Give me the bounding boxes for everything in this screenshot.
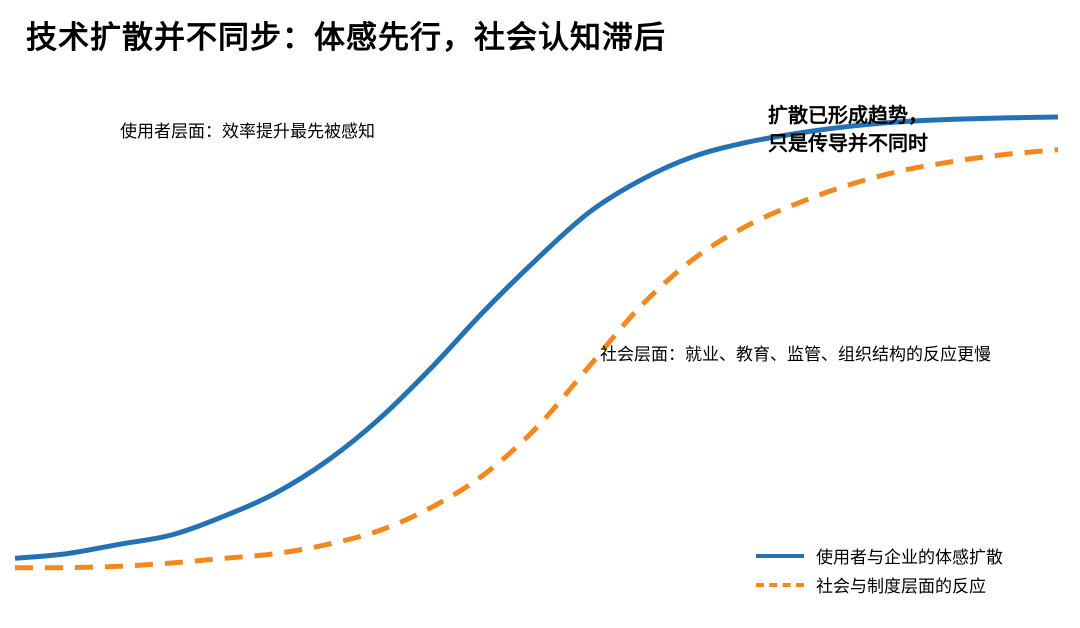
series-line-user — [14, 114, 1059, 561]
annotation-trend-line-2: 只是传导并不同时 — [768, 131, 928, 155]
legend-swatch-dashed — [756, 582, 804, 587]
legend-label-user: 使用者与企业的体感扩散 — [816, 548, 1003, 568]
legend-swatch-solid — [756, 553, 804, 558]
legend-item-user: 使用者与企业的体感扩散 — [756, 541, 1003, 570]
annotation-user-level: 使用者层面：效率提升最先被感知 — [120, 122, 375, 142]
annotation-trend: 扩散已形成趋势， 只是传导并不同时 — [768, 101, 928, 157]
annotation-trend-line-1: 扩散已形成趋势， — [768, 103, 928, 127]
series-line-society — [14, 147, 1059, 571]
legend-label-society: 社会与制度层面的反应 — [816, 577, 986, 597]
legend-item-society: 社会与制度层面的反应 — [756, 570, 1003, 599]
page-title: 技术扩散并不同步：体感先行，社会认知滞后 — [26, 20, 666, 56]
annotation-society-level: 社会层面：就业、教育、监管、组织结构的反应更慢 — [600, 345, 991, 365]
legend: 使用者与企业的体感扩散 社会与制度层面的反应 — [756, 541, 1003, 599]
